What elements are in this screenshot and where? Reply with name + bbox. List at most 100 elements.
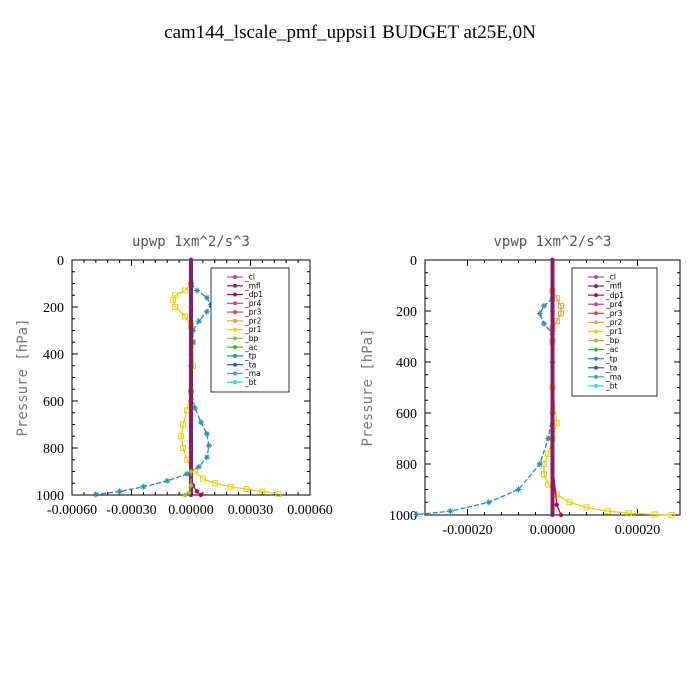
y-tick-label: 200 <box>43 301 64 316</box>
legend-marker <box>233 336 237 341</box>
x-tick-label: 0.00000 <box>168 503 214 518</box>
legend: _cl_mfl_dp1_pr4_pr3_pr2_pr1_bp_ac_tp_ta_… <box>571 267 658 397</box>
data-point <box>188 398 194 404</box>
data-point <box>275 490 282 497</box>
legend-marker <box>594 302 598 307</box>
legend-label: _pr3 <box>244 308 262 317</box>
data-point <box>604 508 611 515</box>
legend-marker <box>594 383 598 388</box>
data-point <box>515 486 522 493</box>
panel-title: upwp 1xm^2/s^3 <box>132 234 250 250</box>
y-tick-label: 200 <box>396 305 417 320</box>
legend-label: _bt <box>244 378 257 387</box>
data-point <box>413 511 420 518</box>
y-tick-label: 800 <box>43 442 64 457</box>
data-point <box>541 471 547 478</box>
data-point <box>92 491 99 498</box>
series-line-tp <box>95 283 212 496</box>
x-tick-label: -0.00020 <box>442 523 492 538</box>
series-line-pr1 <box>543 387 672 516</box>
data-point <box>191 405 198 412</box>
y-tick-label: 800 <box>396 458 417 473</box>
data-point <box>140 483 147 490</box>
legend-label: _bp <box>244 334 259 343</box>
data-point <box>651 511 658 518</box>
data-point <box>195 318 202 325</box>
data-point <box>550 512 555 518</box>
data-point <box>170 296 177 303</box>
legend-box <box>210 267 290 393</box>
legend-marker <box>594 329 598 334</box>
legend-label: _mfl <box>605 282 622 291</box>
legend-label: _ac <box>244 343 257 352</box>
legend-label: _pr2 <box>605 318 623 327</box>
legend-marker <box>594 374 598 379</box>
data-point <box>550 461 555 467</box>
data-point <box>186 490 192 495</box>
data-point <box>188 445 194 451</box>
data-point <box>550 308 555 314</box>
legend-label: _ta <box>605 363 617 372</box>
data-point <box>447 508 454 515</box>
legend-marker <box>594 320 598 325</box>
legend-marker <box>233 353 237 358</box>
data-point <box>536 310 543 317</box>
legend-marker <box>594 356 598 361</box>
data-point <box>188 257 194 263</box>
data-point <box>259 488 266 495</box>
data-point <box>558 512 564 518</box>
panel-2: vpwp 1xm^2/s^3 Pressure [hPa] 0 200 400 600 80… <box>360 234 681 538</box>
data-point <box>583 504 590 511</box>
legend-marker <box>233 275 237 279</box>
y-tick-label: 1000 <box>36 489 64 504</box>
legend-marker <box>233 380 237 385</box>
data-point <box>203 454 210 461</box>
legend-label: _dp1 <box>244 290 263 299</box>
legend-label: _ma <box>244 369 261 378</box>
x-tick-label: 0.00020 <box>615 523 661 538</box>
y-tick-label: 400 <box>396 356 417 371</box>
data-point <box>193 287 200 294</box>
data-point <box>195 463 202 470</box>
legend-marker <box>233 371 237 376</box>
data-point <box>550 410 555 416</box>
legend-marker <box>233 345 237 350</box>
legend-label: _ta <box>244 360 256 369</box>
data-point <box>203 308 210 315</box>
data-point <box>182 287 189 294</box>
legend-label: _pr1 <box>605 327 623 336</box>
data-point <box>198 492 204 498</box>
legend-label: _pr4 <box>244 299 262 308</box>
legend-label: _cl <box>605 273 616 282</box>
legend-marker <box>594 311 598 316</box>
data-point <box>205 442 212 449</box>
legend-marker <box>594 338 598 343</box>
data-point <box>211 480 218 487</box>
legend-marker <box>233 301 237 306</box>
data-point <box>116 488 123 495</box>
data-point <box>188 304 194 310</box>
data-point <box>550 359 555 365</box>
legend-marker <box>233 327 237 332</box>
data-point <box>558 302 564 309</box>
data-point <box>194 489 200 494</box>
legend-marker <box>233 292 237 297</box>
legend-label: _pr3 <box>605 309 623 318</box>
data-point <box>536 461 543 467</box>
legend: _cl_mfl_dp1_pr4_pr3_pr2_pr1_bp_ac_tp_ta_… <box>210 267 290 393</box>
x-tick-label: -0.00030 <box>106 503 156 518</box>
legend-label: _pr1 <box>244 325 262 334</box>
panel-title: vpwp 1xm^2/s^3 <box>493 234 611 250</box>
data-point <box>541 302 547 309</box>
legend-marker <box>594 293 598 298</box>
data-point <box>566 499 573 506</box>
data-point <box>180 445 187 451</box>
y-axis-title: Pressure [hPa] <box>15 318 31 436</box>
legend-marker <box>594 275 598 279</box>
legend-box <box>571 267 658 397</box>
legend-marker <box>233 310 237 315</box>
legend-label: _bt <box>605 382 618 391</box>
data-point <box>550 257 555 263</box>
data-point <box>188 469 194 474</box>
